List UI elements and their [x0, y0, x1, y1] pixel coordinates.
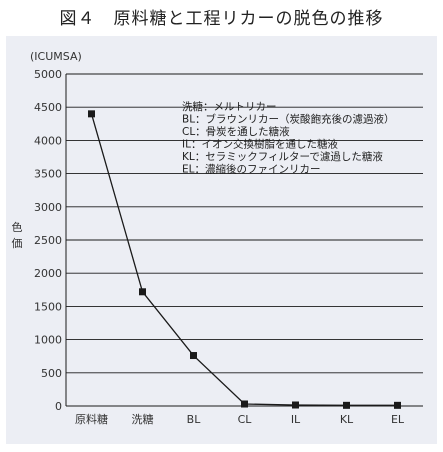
legend-entry-0: 洗糖：メルトリカー: [182, 100, 277, 113]
data-point-EL: [394, 401, 401, 409]
y-tick-label-0: 0: [55, 400, 62, 413]
x-tick-label-3: CL: [238, 413, 253, 426]
grid-layer: [66, 73, 423, 374]
y-axis-label-char-0: 色: [12, 220, 23, 234]
data-point-KL: [343, 401, 350, 409]
y-tick-label-4500: 4500: [34, 101, 62, 114]
legend-entry-4: KL：セラミックフィルターで濾過した糖液: [182, 150, 383, 163]
x-tick-label-4: IL: [291, 413, 301, 426]
y-tick-label-500: 500: [41, 367, 62, 380]
y-tick-label-3500: 3500: [34, 168, 62, 181]
legend-layer: 洗糖：メルトリカーBL：ブラウンリカー（炭酸飽充後の濾過液）CL：骨炭を通した糖…: [182, 100, 395, 176]
label-layer: 0 500 1000 1500 2000 2500 3000 3500 4000 4500 5000…: [12, 50, 405, 426]
data-point-原料糖: [88, 110, 95, 118]
y-tick-label-5000: 5000: [34, 68, 62, 81]
legend-entry-1: BL：ブラウンリカー（炭酸飽充後の濾過液）: [182, 113, 395, 126]
series-layer: [88, 110, 401, 409]
y-tick-label-4000: 4000: [34, 134, 62, 147]
legend-entry-3: IL：イオン交換樹脂を通した糖液: [182, 138, 338, 151]
data-point-BL: [190, 352, 197, 360]
data-point-洗糖: [139, 288, 146, 296]
y-tick-label-2500: 2500: [34, 234, 62, 247]
x-tick-label-1: 洗糖: [132, 412, 154, 426]
x-tick-label-0: 原料糖: [75, 412, 108, 426]
legend-entry-2: CL：骨炭を通した糖液: [182, 125, 290, 138]
x-tick-label-6: EL: [391, 413, 405, 426]
y-tick-label-3000: 3000: [34, 201, 62, 214]
x-tick-label-5: KL: [340, 413, 354, 426]
y-axis-label-char-1: 価: [12, 237, 23, 250]
y-tick-label-1000: 1000: [34, 334, 62, 347]
data-point-CL: [241, 400, 248, 408]
x-tick-label-2: BL: [187, 413, 202, 426]
data-point-IL: [292, 401, 299, 409]
y-tick-label-2000: 2000: [34, 267, 62, 280]
y-tick-label-1500: 1500: [34, 300, 62, 313]
y-unit-label: (ICUMSA): [30, 50, 82, 63]
figure-title: 図４ 原料糖と工程リカーの脱色の推移: [59, 9, 384, 29]
legend-entry-5: EL：濃縮後のファインリカー: [182, 163, 320, 176]
